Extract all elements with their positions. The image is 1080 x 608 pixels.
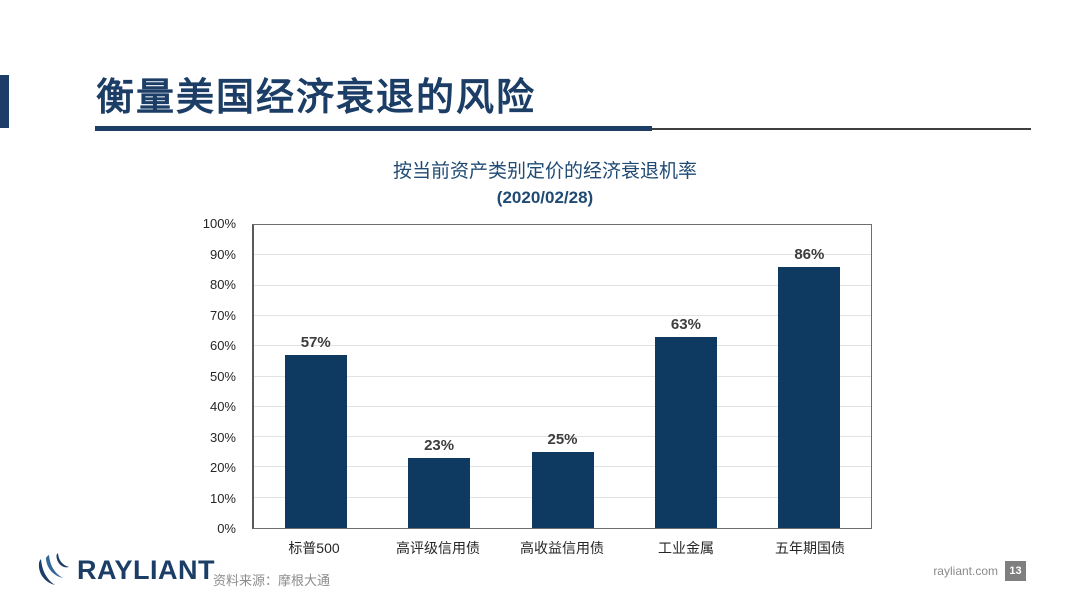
gridline [254,314,871,316]
gridline [254,375,871,377]
chart-subtitle: (2020/02/28) [496,188,594,207]
page-number-badge: 13 [1005,561,1026,581]
y-tick-label: 10% [209,490,236,506]
y-tick-label: 30% [209,429,236,445]
gridline [254,436,871,438]
y-tick-label: 40% [209,399,236,414]
y-tick-label: 90% [209,246,236,262]
website-url: rayliant.com [933,564,998,578]
chart-title: 按当前资产类别定价的经济衰退机率 [392,161,697,182]
category-cell: 86% [748,225,871,528]
gridline [254,345,871,347]
data-label: 57% [300,334,331,352]
category-cell: 57% [254,225,377,528]
plot-area: 57% 23% 25% 63% 86% [252,224,872,529]
bar-series: 57% 23% 25% 63% 86% [254,225,871,528]
y-tick-label: 70% [209,307,236,323]
data-label: 25% [547,431,578,449]
bar [284,355,347,528]
y-tick-label: 50% [209,368,236,384]
x-tick-label: 五年期国债 [775,540,845,556]
bar [778,267,841,528]
rayliant-wing-icon [38,553,69,585]
x-tick-label: 工业金属 [658,540,714,556]
y-tick-label: 80% [209,277,236,292]
data-label: 23% [424,437,455,455]
gridline [254,254,871,256]
bar [408,458,471,528]
x-tick-label: 高评级信用债 [396,540,480,556]
source-note: 资料来源：摩根大通 [213,573,331,588]
x-tick-label: 高收益信用债 [520,540,604,556]
category-cell: 23% [377,225,500,528]
page-title: 衡量美国经济衰退的风险 [96,77,537,119]
data-label: 86% [794,246,825,264]
y-tick-label: 60% [209,338,236,353]
bar [654,337,717,528]
y-axis-labels: 0% 10% 20% 30% 40% 50% 60% 70% 80% 90% 100% [170,216,244,536]
rayliant-logo: RAYLIANT [36,551,215,589]
y-tick-label: 20% [209,460,236,475]
x-tick-label: 标普500 [288,540,340,556]
logo-text: RAYLIANT [77,554,216,585]
x-axis-labels: 标普500 高评级信用债 高收益信用债 工业金属 五年期国债 [252,538,872,558]
category-cell: 63% [624,225,747,528]
y-tick-label: 0% [217,521,236,536]
category-cell: 25% [501,225,624,528]
gridline [254,284,871,286]
data-label: 63% [670,316,701,334]
title-accent-bar [0,75,9,128]
gridline [254,405,871,407]
title-underline-thick [95,126,652,131]
bar [531,452,594,528]
footer-right: rayliant.com 13 [933,561,1026,581]
y-tick-label: 100% [202,216,236,231]
